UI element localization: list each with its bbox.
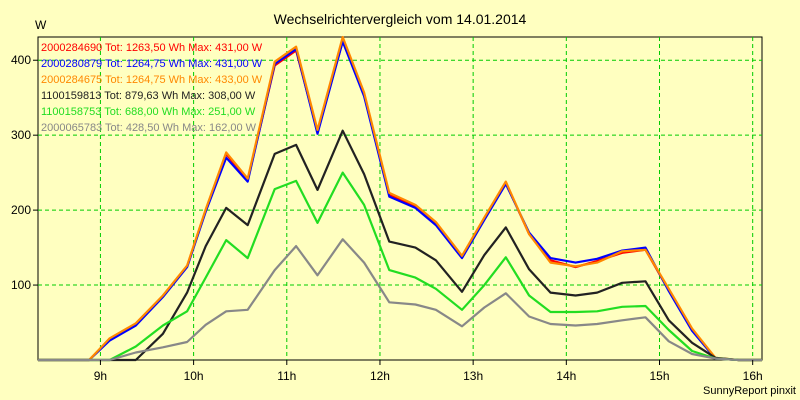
series-line-3 bbox=[38, 35, 762, 362]
series-line-6 bbox=[38, 238, 762, 362]
legend-entry-4: 1100159813 Tot: 879,63 Wh Max: 308,00 W bbox=[41, 90, 256, 102]
y-axis-label: W bbox=[35, 18, 47, 32]
legend-entry-6: 2000065783 Tot: 428,50 Wh Max: 162,00 W bbox=[41, 122, 257, 134]
legend-entry-1: 2000284690 Tot: 1263,50 Wh Max: 431,00 W bbox=[41, 42, 263, 54]
chart-title: Wechselrichtervergleich vom 14.01.2014 bbox=[274, 11, 527, 27]
credit-label: SunnyReport pinxit bbox=[703, 385, 796, 397]
legend-entry-5: 1100158753 Tot: 688,00 Wh Max: 251,00 W bbox=[41, 106, 256, 118]
grid bbox=[38, 37, 762, 360]
y-tick-label: 400 bbox=[11, 53, 31, 67]
x-tick-label: 11h bbox=[277, 369, 296, 383]
x-tick-label: 14h bbox=[556, 369, 576, 383]
series-line-4 bbox=[38, 129, 762, 362]
y-tick-label: 200 bbox=[11, 203, 31, 217]
series-lines bbox=[38, 35, 762, 362]
x-tick-label: 9h bbox=[94, 369, 107, 383]
series-line-5 bbox=[38, 171, 762, 362]
x-tick-label: 16h bbox=[743, 369, 763, 383]
legend-entry-3: 2000284675 Tot: 1264,75 Wh Max: 433,00 W bbox=[41, 74, 263, 86]
y-tick-labels: 100 200 300 400 bbox=[11, 53, 38, 292]
x-tick-labels: 9h 10h 11h 12h 13h 14h 15h 16h bbox=[94, 360, 763, 383]
x-tick-label: 12h bbox=[370, 369, 390, 383]
x-tick-label: 13h bbox=[463, 369, 483, 383]
x-tick-label: 10h bbox=[184, 369, 204, 383]
legend: 2000284690 Tot: 1263,50 Wh Max: 431,00 W… bbox=[41, 42, 263, 134]
x-tick-label: 15h bbox=[649, 369, 669, 383]
y-tick-label: 100 bbox=[11, 278, 31, 292]
y-tick-label: 300 bbox=[11, 128, 31, 142]
legend-entry-2: 2000280879 Tot: 1264,75 Wh Max: 431,00 W bbox=[41, 58, 263, 70]
